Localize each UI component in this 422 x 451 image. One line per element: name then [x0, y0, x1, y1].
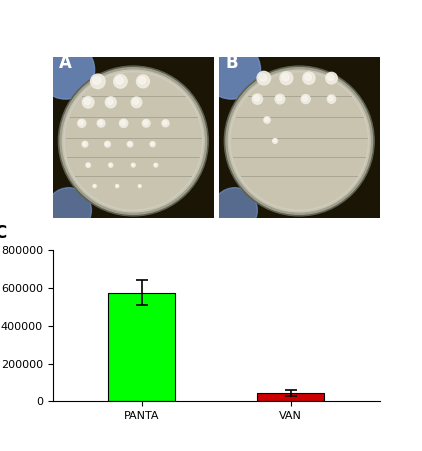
Circle shape [150, 142, 155, 147]
Circle shape [93, 184, 96, 188]
Circle shape [86, 163, 90, 167]
Circle shape [107, 98, 113, 105]
Circle shape [257, 71, 271, 85]
Circle shape [326, 72, 337, 84]
Circle shape [97, 120, 105, 127]
Circle shape [116, 185, 118, 187]
Circle shape [228, 70, 370, 212]
Circle shape [273, 139, 276, 142]
Circle shape [116, 77, 123, 84]
Circle shape [83, 142, 86, 145]
Circle shape [133, 99, 139, 105]
Circle shape [162, 120, 169, 127]
Circle shape [79, 120, 84, 125]
Circle shape [275, 94, 285, 104]
Circle shape [84, 98, 90, 105]
Circle shape [259, 74, 267, 81]
Circle shape [225, 66, 374, 216]
Circle shape [131, 163, 135, 167]
Circle shape [60, 68, 207, 214]
Circle shape [121, 120, 125, 125]
Circle shape [114, 74, 127, 88]
Circle shape [151, 143, 154, 145]
Circle shape [138, 184, 141, 188]
Circle shape [78, 119, 86, 127]
Bar [257, 393, 324, 401]
Circle shape [82, 97, 94, 108]
Circle shape [142, 120, 150, 127]
Circle shape [128, 142, 131, 145]
Text: B: B [225, 55, 238, 73]
Circle shape [87, 164, 89, 166]
Circle shape [105, 97, 116, 108]
Circle shape [127, 142, 133, 147]
Circle shape [280, 72, 293, 85]
Circle shape [329, 96, 333, 101]
Circle shape [305, 74, 311, 81]
Circle shape [131, 97, 142, 108]
Circle shape [143, 120, 148, 125]
Circle shape [252, 94, 262, 104]
Circle shape [264, 117, 270, 123]
Circle shape [327, 74, 334, 80]
Circle shape [109, 164, 111, 166]
Circle shape [301, 95, 310, 104]
Circle shape [203, 41, 260, 99]
Circle shape [132, 164, 134, 166]
Circle shape [139, 185, 141, 187]
Text: C: C [0, 224, 6, 242]
Circle shape [254, 96, 260, 101]
Circle shape [58, 66, 208, 216]
Circle shape [226, 68, 373, 214]
Text: A: A [59, 55, 72, 73]
Circle shape [265, 118, 268, 121]
Circle shape [282, 74, 289, 81]
Circle shape [273, 138, 278, 143]
Circle shape [62, 70, 204, 212]
Circle shape [303, 72, 315, 84]
Circle shape [137, 75, 149, 88]
Circle shape [303, 96, 308, 101]
Bar [108, 293, 176, 401]
Circle shape [108, 163, 113, 167]
Circle shape [106, 142, 109, 145]
Circle shape [98, 120, 103, 125]
Circle shape [116, 184, 119, 188]
Circle shape [91, 74, 105, 88]
Circle shape [327, 95, 335, 103]
Circle shape [37, 41, 95, 99]
Circle shape [138, 77, 146, 84]
Circle shape [154, 163, 158, 167]
Circle shape [163, 121, 167, 124]
Circle shape [46, 188, 92, 233]
Circle shape [82, 141, 88, 147]
Circle shape [93, 76, 101, 84]
Circle shape [105, 141, 111, 147]
Circle shape [276, 96, 282, 101]
Circle shape [119, 119, 128, 128]
Circle shape [154, 164, 157, 166]
Circle shape [212, 188, 257, 233]
Circle shape [94, 185, 95, 187]
